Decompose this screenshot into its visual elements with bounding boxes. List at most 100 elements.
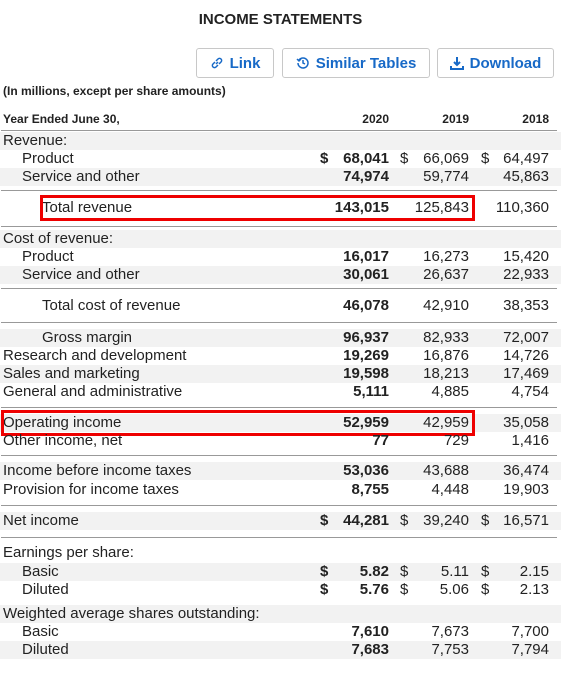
cell-value: 7,683 xyxy=(351,641,389,658)
cell-value: 125,843 xyxy=(414,199,469,216)
cell-value: 19,598 xyxy=(343,365,389,382)
row-label: Basic xyxy=(22,563,59,580)
cell-value: 68,041 xyxy=(343,150,389,167)
cell-value: 16,017 xyxy=(343,248,389,265)
column-header: Year Ended June 30, xyxy=(3,112,120,126)
link-icon xyxy=(211,57,222,69)
link-label: Link xyxy=(229,54,261,72)
cell-value: 82,933 xyxy=(423,329,469,346)
cell-value: 42,910 xyxy=(423,297,469,314)
currency-symbol: $ xyxy=(400,150,409,167)
row-stripe xyxy=(0,230,561,248)
row-label: Total revenue xyxy=(42,199,133,216)
cell-value: 7,673 xyxy=(431,623,469,640)
cell-value: 96,937 xyxy=(343,329,389,346)
row-label: Diluted xyxy=(22,641,69,658)
similar-tables-label: Similar Tables xyxy=(315,54,417,72)
download-label: Download xyxy=(469,54,542,72)
cell-value: 8,755 xyxy=(351,481,389,498)
row-label: Diluted xyxy=(22,581,69,598)
row-label: Product xyxy=(22,150,74,167)
download-button[interactable]: Download xyxy=(437,48,554,78)
cell-value: 66,069 xyxy=(423,150,469,167)
row-stripe xyxy=(0,512,561,530)
cell-value: 43,688 xyxy=(423,462,469,479)
currency-symbol: $ xyxy=(481,563,490,580)
currency-symbol: $ xyxy=(400,563,409,580)
similar-tables-button[interactable]: Similar Tables xyxy=(282,48,430,78)
cell-value: 35,058 xyxy=(503,414,549,431)
currency-symbol: $ xyxy=(320,512,329,529)
column-header: 2020 xyxy=(362,112,389,126)
cell-value: 4,754 xyxy=(511,383,549,400)
cell-value: 4,885 xyxy=(431,383,469,400)
link-button[interactable]: Link xyxy=(196,48,274,78)
cell-value: 2.13 xyxy=(519,581,549,598)
row-stripe xyxy=(0,462,561,480)
row-rule xyxy=(1,190,557,191)
cell-value: 46,078 xyxy=(343,297,389,314)
row-rule xyxy=(1,505,557,506)
cell-value: 7,794 xyxy=(511,641,549,658)
currency-symbol: $ xyxy=(320,563,329,580)
row-rule xyxy=(1,226,557,227)
cell-value: 19,903 xyxy=(503,481,549,498)
cell-value: 38,353 xyxy=(503,297,549,314)
column-header: 2018 xyxy=(522,112,549,126)
cell-value: 52,959 xyxy=(343,414,389,431)
row-label: Service and other xyxy=(22,168,140,185)
cell-value: 14,726 xyxy=(503,347,549,364)
cell-value: 729 xyxy=(443,432,469,449)
row-rule xyxy=(1,455,557,456)
row-label: Research and development xyxy=(3,347,187,364)
row-rule xyxy=(1,407,557,408)
row-stripe xyxy=(0,132,561,150)
row-label: Other income, net xyxy=(3,432,123,449)
row-label: Product xyxy=(22,248,74,265)
cell-value: 143,015 xyxy=(334,199,389,216)
cell-value: 5.76 xyxy=(359,581,389,598)
header-rule xyxy=(1,130,557,131)
row-label: Net income xyxy=(3,512,79,529)
note: (In millions, except per share amounts) xyxy=(3,84,226,98)
cell-value: 30,061 xyxy=(343,266,389,283)
row-stripe xyxy=(0,605,561,623)
cell-value: 17,469 xyxy=(503,365,549,382)
currency-symbol: $ xyxy=(481,581,490,598)
cell-value: 77 xyxy=(372,432,389,449)
row-label: Service and other xyxy=(22,266,140,283)
cell-value: 36,474 xyxy=(503,462,549,479)
cell-value: 44,281 xyxy=(343,512,389,529)
download-icon xyxy=(449,57,464,70)
history-icon xyxy=(296,57,309,69)
cell-value: 19,269 xyxy=(343,347,389,364)
cell-value: 5.06 xyxy=(439,581,469,598)
row-stripe xyxy=(0,365,561,383)
cell-value: 15,420 xyxy=(503,248,549,265)
cell-value: 5,111 xyxy=(353,383,389,400)
row-stripe xyxy=(0,641,561,659)
cell-value: 1,416 xyxy=(511,432,549,449)
cell-value: 39,240 xyxy=(423,512,469,529)
cell-value: 72,007 xyxy=(503,329,549,346)
cell-value: 26,637 xyxy=(423,266,469,283)
cell-value: 7,753 xyxy=(431,641,469,658)
cell-value: 74,974 xyxy=(343,168,389,185)
row-stripe xyxy=(0,563,561,581)
cell-value: 42,959 xyxy=(423,414,469,431)
row-stripe xyxy=(0,266,561,284)
currency-symbol: $ xyxy=(400,512,409,529)
row-label: Revenue: xyxy=(3,132,68,149)
cell-value: 16,273 xyxy=(423,248,469,265)
cell-value: 5.82 xyxy=(359,563,389,580)
currency-symbol: $ xyxy=(320,581,329,598)
cell-value: 53,036 xyxy=(343,462,389,479)
cell-value: 64,497 xyxy=(503,150,549,167)
row-label: Total cost of revenue xyxy=(42,297,181,314)
row-rule xyxy=(1,322,557,323)
currency-symbol: $ xyxy=(320,150,329,167)
currency-symbol: $ xyxy=(481,150,490,167)
row-label: Operating income xyxy=(3,414,122,431)
row-label: Sales and marketing xyxy=(3,365,140,382)
